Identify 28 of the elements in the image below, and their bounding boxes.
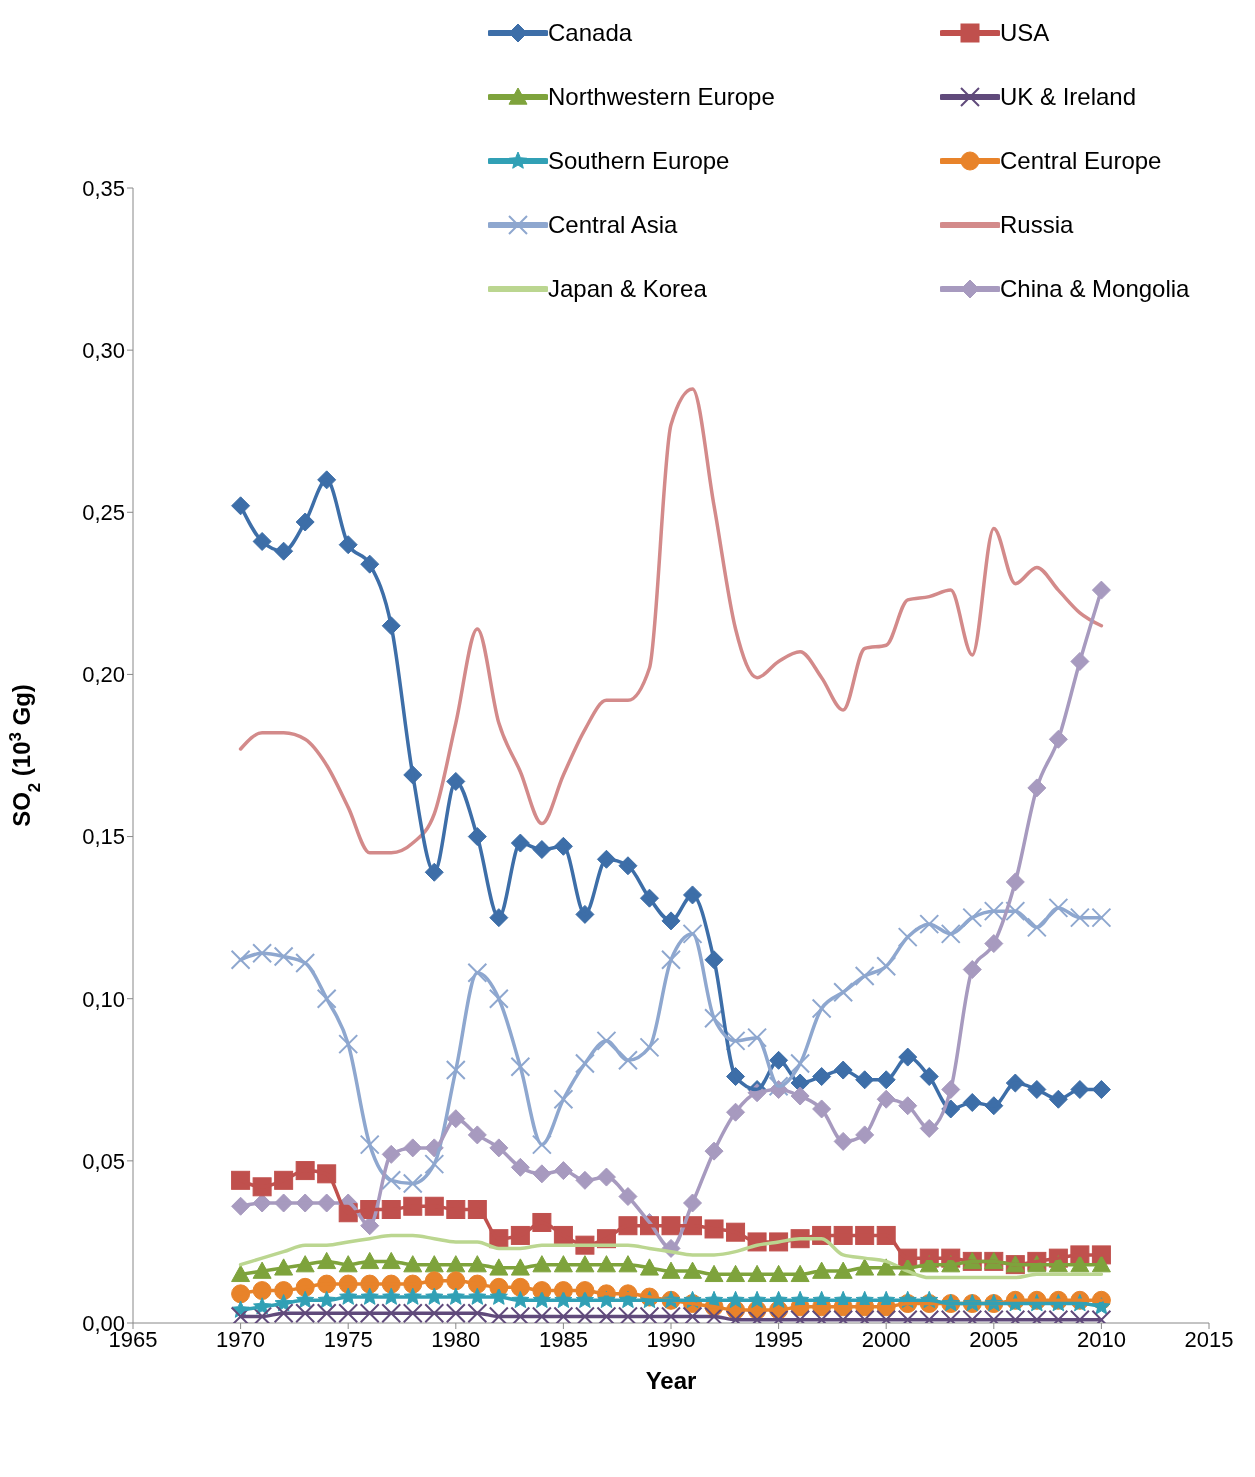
x-tick-label: 1980: [431, 1326, 481, 1352]
legend-label: Canada: [548, 19, 633, 47]
y-tick-label: 0,10: [82, 986, 125, 1012]
y-tick-label: 0,20: [82, 662, 125, 688]
x-axis-title: Year: [645, 1367, 697, 1394]
x-tick-label: 1970: [216, 1326, 266, 1352]
legend-label: Russia: [1000, 211, 1074, 239]
legend-label: China & Mongolia: [1000, 275, 1190, 303]
legend-label: UK & Ireland: [1000, 83, 1137, 111]
x-tick-label: 2000: [861, 1326, 911, 1352]
x-tick-label: 1995: [754, 1326, 804, 1352]
x-tick-label: 2015: [1184, 1326, 1234, 1352]
x-tick-label: 1990: [646, 1326, 696, 1352]
legend-label: Central Europe: [1000, 147, 1162, 175]
y-tick-label: 0,15: [82, 824, 125, 850]
legend-label: Japan & Korea: [548, 275, 707, 303]
x-tick-label: 1985: [538, 1326, 588, 1352]
legend-label: Southern Europe: [548, 147, 730, 175]
x-tick-label: 1975: [323, 1326, 373, 1352]
y-tick-label: 0,05: [82, 1148, 125, 1174]
x-tick-label: 2010: [1076, 1326, 1126, 1352]
legend-label: Northwestern Europe: [548, 83, 775, 111]
legend-label: Central Asia: [548, 211, 678, 239]
y-tick-label: 0,25: [82, 500, 125, 526]
y-tick-label: 0,30: [82, 337, 125, 363]
y-tick-label: 0,35: [82, 175, 125, 201]
x-tick-label: 2005: [969, 1326, 1019, 1352]
legend-label: USA: [1000, 19, 1050, 47]
